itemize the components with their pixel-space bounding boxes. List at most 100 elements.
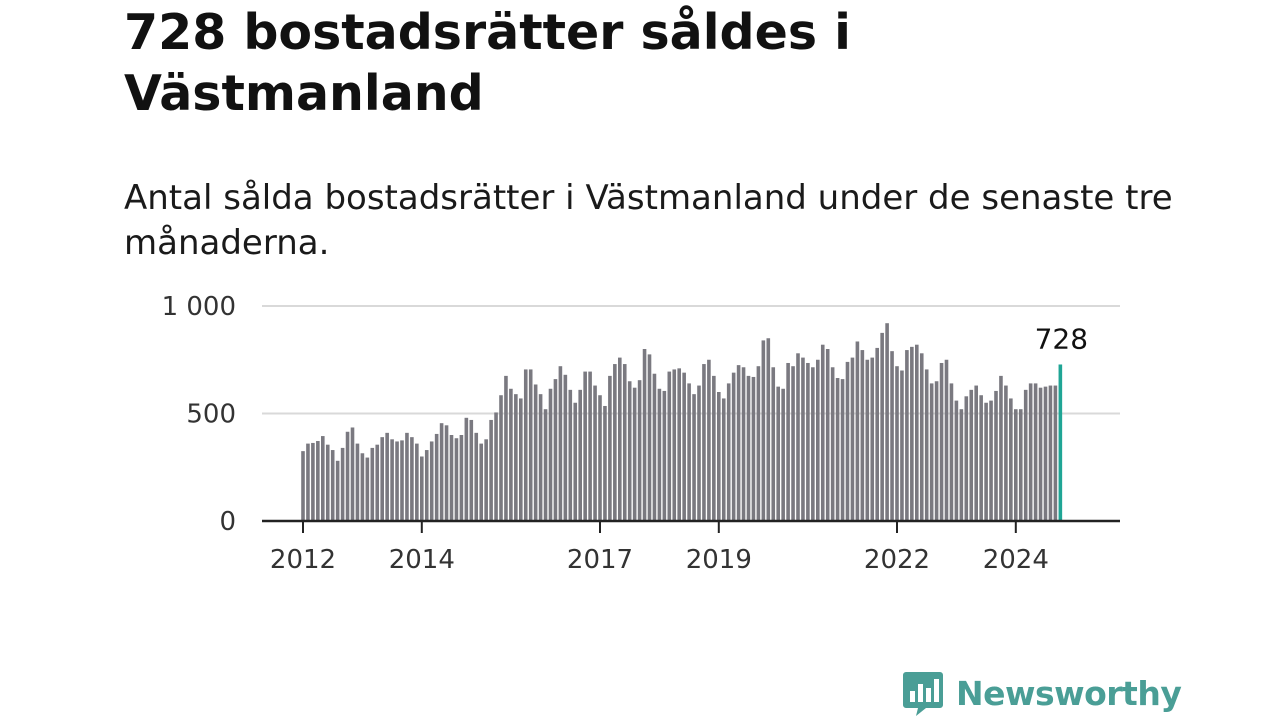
bar xyxy=(588,371,592,521)
bar xyxy=(672,369,677,521)
bar xyxy=(415,443,419,521)
bar xyxy=(632,387,637,521)
bar xyxy=(613,364,617,521)
bar xyxy=(301,451,305,522)
bar xyxy=(781,388,785,521)
bar xyxy=(766,338,771,521)
bar xyxy=(801,357,805,521)
bar xyxy=(444,425,449,521)
bar xyxy=(820,344,825,521)
bar xyxy=(375,444,380,521)
bar xyxy=(350,427,355,521)
bar xyxy=(712,375,716,522)
bar xyxy=(662,390,667,521)
bar xyxy=(949,383,954,521)
bar xyxy=(721,398,726,521)
bar xyxy=(934,381,939,521)
bar xyxy=(736,365,741,522)
bar xyxy=(910,346,914,521)
bar xyxy=(345,431,350,521)
bar xyxy=(514,394,518,521)
page-title: 728 bostadsrätter såldes i Västmanland xyxy=(124,4,851,122)
bar xyxy=(618,357,622,521)
bar xyxy=(410,437,414,521)
x-tick-label: 2024 xyxy=(983,545,1049,575)
bar xyxy=(519,398,523,521)
bar xyxy=(385,432,389,521)
highlight-value-label: 728 xyxy=(1035,322,1088,355)
bar xyxy=(424,450,429,521)
bar xyxy=(875,347,879,521)
bar xyxy=(652,373,657,521)
bar xyxy=(568,389,573,521)
bar xyxy=(811,367,815,521)
bar xyxy=(845,361,850,521)
bar xyxy=(370,447,375,521)
bar xyxy=(494,412,498,521)
bar xyxy=(330,450,335,521)
brand-name: Newsworthy xyxy=(956,673,1182,713)
bar-chart-speech-bubble-icon xyxy=(903,672,943,716)
bar xyxy=(830,367,835,521)
bar xyxy=(885,323,889,521)
bar xyxy=(464,417,469,521)
bar xyxy=(994,390,998,521)
bar xyxy=(429,441,434,521)
bar xyxy=(380,437,384,521)
bar xyxy=(608,375,612,522)
bar xyxy=(1048,385,1053,521)
bar xyxy=(420,456,424,521)
bar xyxy=(657,388,662,521)
bar xyxy=(840,379,845,521)
bar xyxy=(919,353,924,521)
bar-layer xyxy=(301,323,1063,522)
bar xyxy=(365,457,370,521)
axis-layer: 0 500 1 000 2012 2014 2017 2019 2022 2024 728 xyxy=(162,292,1120,575)
bar xyxy=(449,435,454,521)
y-tick-label: 0 xyxy=(219,507,236,537)
bar xyxy=(1009,398,1013,521)
bar xyxy=(459,435,464,521)
bar xyxy=(944,359,949,521)
bar xyxy=(677,368,681,521)
bar xyxy=(1033,383,1038,521)
bar xyxy=(479,443,483,521)
bar xyxy=(622,364,627,521)
y-tick-label: 500 xyxy=(186,400,236,430)
bar xyxy=(954,400,959,521)
bar xyxy=(855,341,860,521)
bar xyxy=(984,402,988,521)
page-subtitle: Antal sålda bostadsrätter i Västmanland … xyxy=(124,178,1173,263)
bar xyxy=(850,357,855,521)
bar xyxy=(578,389,582,521)
x-tick-label: 2014 xyxy=(389,545,455,575)
bar xyxy=(434,433,439,521)
bar xyxy=(1038,387,1043,521)
bar xyxy=(642,349,647,521)
bar xyxy=(335,460,340,521)
bar xyxy=(726,383,731,521)
bar xyxy=(1043,386,1048,522)
bar xyxy=(1028,383,1033,521)
bar xyxy=(870,357,875,521)
bar xyxy=(959,409,964,521)
bar xyxy=(989,400,993,521)
brand-logo: Newsworthy xyxy=(902,668,1182,718)
bar xyxy=(746,375,751,522)
bar xyxy=(900,370,904,521)
bar xyxy=(707,359,711,521)
bar xyxy=(791,366,795,521)
bar xyxy=(924,369,929,521)
bar xyxy=(1014,409,1018,521)
bar xyxy=(974,385,978,521)
bar xyxy=(776,386,780,522)
bar xyxy=(939,362,944,521)
bar xyxy=(583,371,587,521)
bar xyxy=(761,340,766,521)
bar xyxy=(598,395,602,521)
bar xyxy=(523,369,528,521)
bar xyxy=(340,447,345,521)
bar xyxy=(1018,409,1023,521)
bar xyxy=(895,366,899,521)
